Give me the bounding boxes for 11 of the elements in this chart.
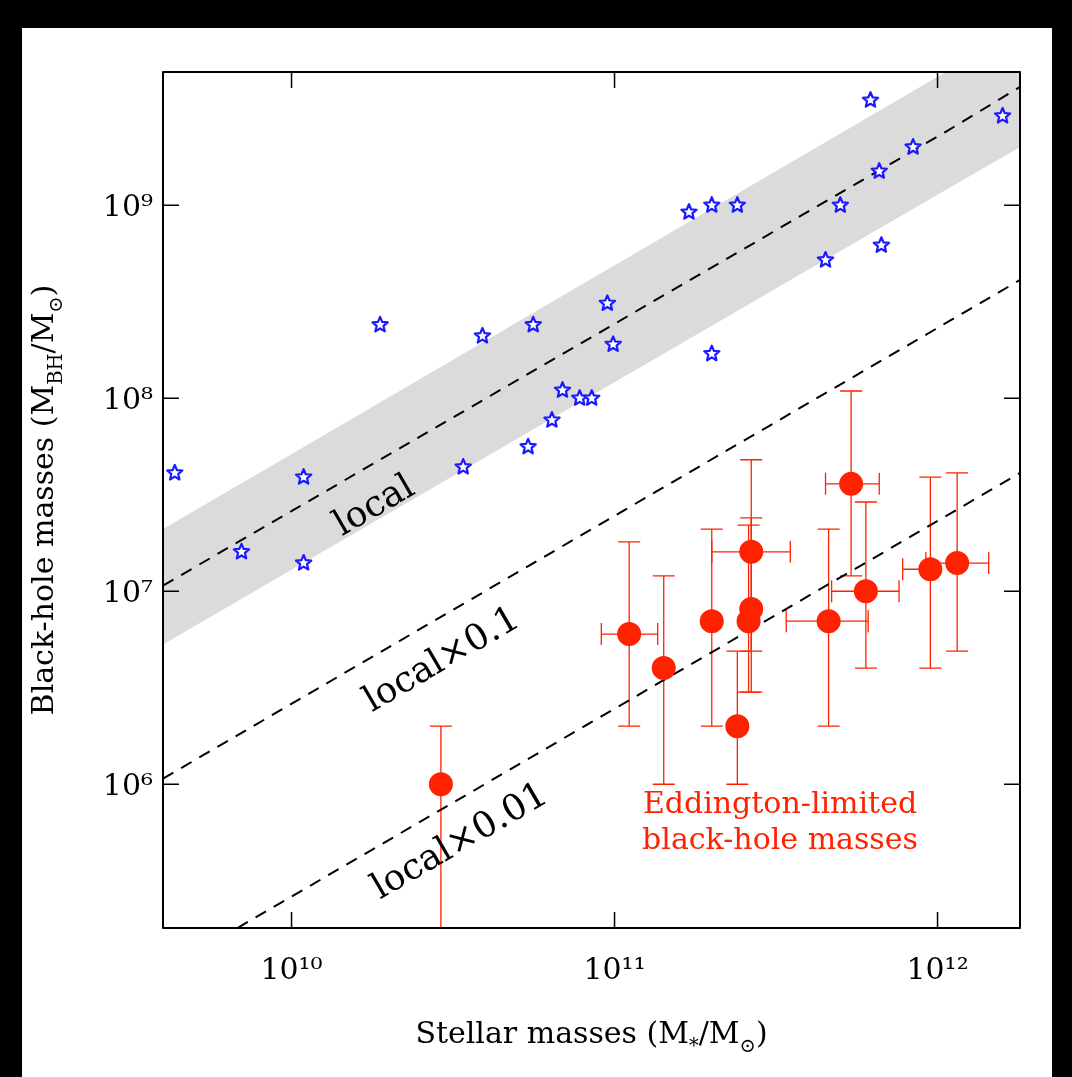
y-tick-label: 10⁹: [102, 188, 153, 224]
x-axis-title: Stellar masses (M*/M⊙): [415, 1015, 768, 1057]
y-tick-label: 10⁶: [102, 767, 153, 803]
x-tick-label: 10¹¹: [583, 951, 646, 986]
annotation: black-hole masses: [642, 821, 918, 856]
x-tick-label: 10¹⁰: [260, 951, 323, 986]
y-tick-label: 10⁸: [102, 381, 153, 417]
y-tick-label: 10⁷: [102, 574, 153, 610]
x-tick-label: 10¹²: [906, 951, 969, 986]
y-axis-title: Black-hole masses (MBH/M⊙): [25, 284, 67, 716]
annotation: Eddington-limited: [642, 785, 918, 820]
